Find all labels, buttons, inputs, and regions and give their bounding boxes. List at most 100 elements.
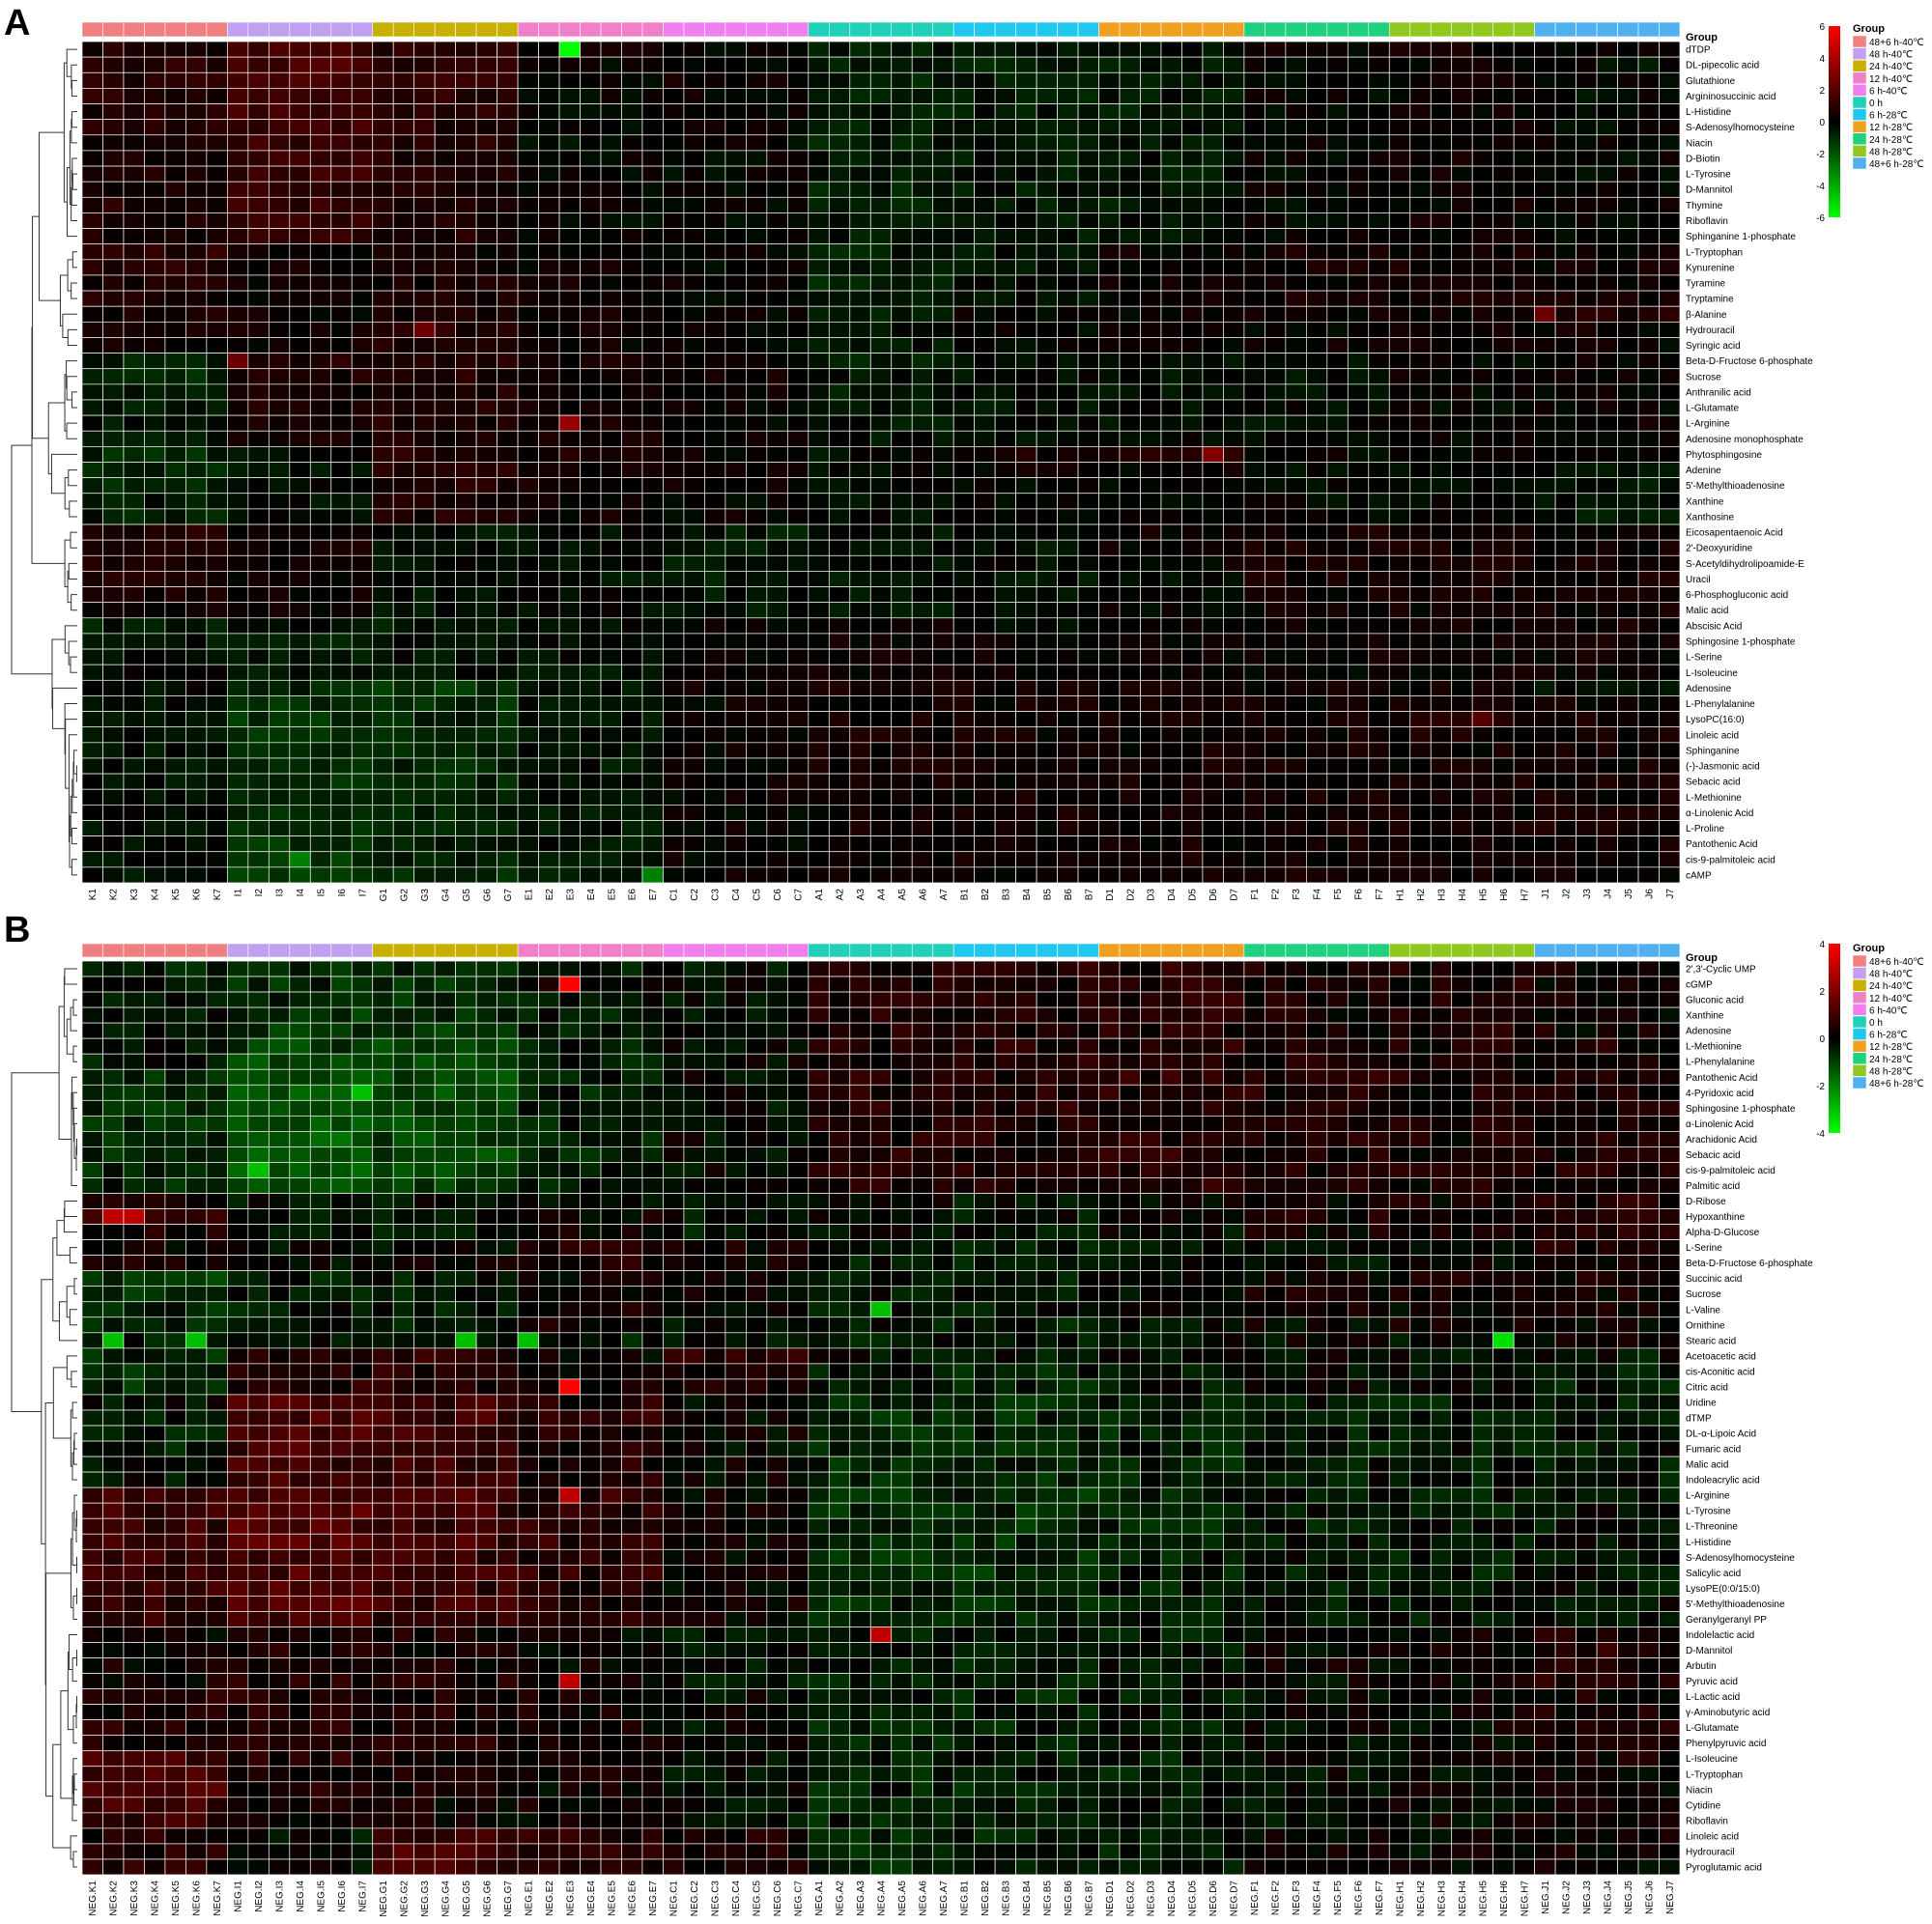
heatmap-cell <box>1576 321 1598 338</box>
heatmap-cell <box>330 648 353 665</box>
heatmap-cell <box>1202 960 1224 977</box>
heatmap-cell <box>497 414 519 432</box>
heatmap-cell <box>1015 991 1037 1008</box>
heatmap-cell <box>932 462 954 478</box>
heatmap-cell <box>289 773 311 790</box>
heatmap-cell <box>1347 119 1370 136</box>
heatmap-cell <box>517 196 539 213</box>
heatmap-cell <box>1347 586 1370 604</box>
heatmap-cell <box>663 41 685 58</box>
heatmap-cell <box>952 788 976 806</box>
heatmap-cell <box>704 399 726 416</box>
heatmap-cell <box>786 321 810 338</box>
heatmap-cell <box>1077 1037 1099 1055</box>
heatmap-cell <box>1140 150 1162 167</box>
heatmap-cell <box>1368 805 1390 821</box>
heatmap-cell <box>351 274 374 292</box>
heatmap-cell <box>538 103 560 120</box>
heatmap-cell <box>663 664 685 681</box>
heatmap-cell <box>1576 773 1598 790</box>
heatmap-cell <box>144 523 166 541</box>
heatmap-cell <box>1202 493 1224 510</box>
heatmap-cell <box>1057 181 1079 198</box>
heatmap-cell <box>952 805 976 821</box>
heatmap-cell <box>268 56 291 73</box>
heatmap-cell <box>1409 103 1432 120</box>
heatmap-cell <box>974 602 996 619</box>
heatmap-cell <box>746 820 768 836</box>
heatmap-cell <box>1119 337 1141 354</box>
heatmap-cell <box>206 788 228 806</box>
dendrogram-branch <box>51 638 66 709</box>
heatmap-cell <box>497 788 519 806</box>
row-label: L-Isoleucine <box>1686 668 1738 679</box>
row-label: Tryptamine <box>1686 295 1734 305</box>
heatmap-cell <box>1181 773 1204 790</box>
heatmap-cell <box>1596 368 1618 385</box>
heatmap-cell <box>455 523 477 541</box>
heatmap-cell <box>227 648 249 665</box>
heatmap-cell <box>911 181 934 198</box>
heatmap-cell <box>1015 866 1037 884</box>
heatmap-cell <box>911 88 934 104</box>
heatmap-cell <box>1015 586 1037 604</box>
heatmap-cell <box>434 960 456 977</box>
heatmap-cell <box>1098 991 1121 1008</box>
heatmap-cell <box>517 820 539 836</box>
heatmap-cell <box>1140 679 1162 696</box>
heatmap-cell <box>164 633 186 650</box>
column-label: I5 <box>317 889 327 897</box>
heatmap-cell <box>1264 368 1287 385</box>
heatmap-cell <box>538 305 560 323</box>
heatmap-cell <box>164 228 186 245</box>
heatmap-cell <box>455 695 477 712</box>
heatmap-cell <box>1347 228 1370 245</box>
heatmap-cell <box>869 820 893 836</box>
heatmap-cell <box>746 617 768 635</box>
heatmap-cell <box>869 259 893 276</box>
heatmap-cell <box>1223 243 1245 261</box>
heatmap-cell <box>372 742 394 759</box>
heatmap-cell <box>227 554 249 572</box>
heatmap-cell <box>828 477 851 495</box>
heatmap-cell <box>1119 508 1141 525</box>
heatmap-cell <box>1077 586 1099 604</box>
heatmap-cell <box>351 41 374 58</box>
heatmap-cell <box>289 664 311 681</box>
heatmap-cell <box>1534 337 1556 354</box>
heatmap-cell <box>1160 212 1182 229</box>
heatmap-cell <box>1368 788 1390 806</box>
heatmap-cell <box>1554 88 1577 104</box>
heatmap-cell <box>849 88 871 104</box>
group-bar-cell <box>123 943 145 958</box>
heatmap-cell <box>1015 399 1037 416</box>
heatmap-cell <box>828 788 851 806</box>
group-bar-cell <box>766 21 788 38</box>
heatmap-cell <box>869 664 893 681</box>
heatmap-cell <box>330 1037 353 1055</box>
heatmap-cell <box>1077 773 1099 790</box>
heatmap-cell <box>1181 259 1204 276</box>
heatmap-cell <box>994 274 1016 292</box>
heatmap-cell <box>455 259 477 276</box>
heatmap-cell <box>1326 539 1349 556</box>
heatmap-cell <box>268 196 291 213</box>
heatmap-cell <box>746 788 768 806</box>
heatmap-cell <box>1015 617 1037 635</box>
heatmap-cell <box>683 523 705 541</box>
heatmap-cell <box>786 88 810 104</box>
heatmap-cell <box>247 726 270 744</box>
heatmap-cell <box>932 337 954 354</box>
heatmap-cell <box>1285 805 1307 821</box>
heatmap-cell <box>580 742 602 759</box>
group-bar-cell <box>1223 21 1245 38</box>
heatmap-cell <box>227 399 249 416</box>
heatmap-cell <box>600 991 622 1008</box>
heatmap-cell <box>1202 648 1224 665</box>
group-bar-cell <box>1202 21 1224 38</box>
heatmap-cell <box>185 196 208 213</box>
heatmap-cell <box>621 976 643 993</box>
heatmap-cell <box>206 820 228 836</box>
heatmap-cell <box>144 290 166 307</box>
heatmap-cell <box>746 56 768 73</box>
